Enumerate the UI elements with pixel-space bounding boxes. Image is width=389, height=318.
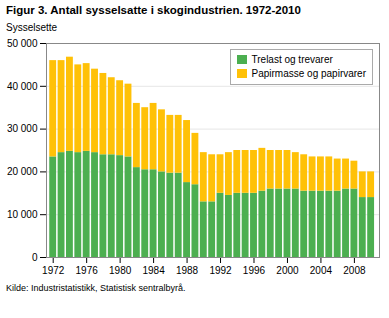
svg-text:10 000: 10 000 <box>7 209 38 220</box>
svg-text:40 000: 40 000 <box>7 81 38 92</box>
svg-text:30 000: 30 000 <box>7 123 38 134</box>
svg-text:2008: 2008 <box>343 265 366 276</box>
html-text:Papirmasse og papirvarer: Papirmasse og papirvarer <box>251 68 366 79</box>
svg-text:1980: 1980 <box>109 265 132 276</box>
svg-text:1984: 1984 <box>142 265 165 276</box>
svg-text:2000: 2000 <box>276 265 299 276</box>
svg-text:1992: 1992 <box>209 265 232 276</box>
html-text:Kilde: Industristatistikk, Sta: Kilde: Industristatistikk, Statistisk se… <box>6 283 186 293</box>
svg-text:1972: 1972 <box>42 265 65 276</box>
svg-text:1976: 1976 <box>76 265 99 276</box>
html-text:Sysselsette: Sysselsette <box>6 22 58 33</box>
svg-text:1988: 1988 <box>176 265 199 276</box>
svg-text:2004: 2004 <box>310 265 333 276</box>
svg-text:0: 0 <box>32 252 38 263</box>
svg-text:1996: 1996 <box>243 265 266 276</box>
html-text:Figur 3. Antall sysselsatte i: Figur 3. Antall sysselsatte i skogindust… <box>6 4 301 16</box>
svg-text:20 000: 20 000 <box>7 166 38 177</box>
html-text:Trelast og trevarer: Trelast og trevarer <box>251 54 333 65</box>
svg-text:50 000: 50 000 <box>7 38 38 49</box>
